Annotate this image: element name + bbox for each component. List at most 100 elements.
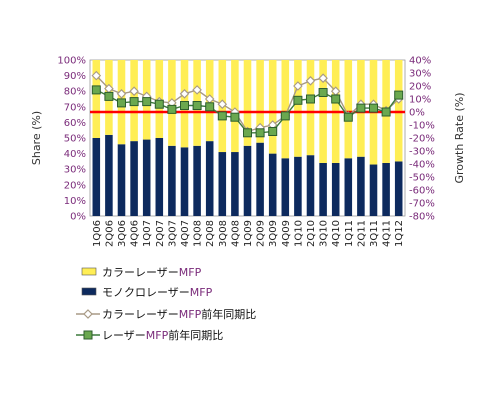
bar-mono-mfp [155, 138, 164, 216]
legend-label-mono-mfp: モノクロレーザーMFP [102, 286, 213, 299]
point-laser-yoy [280, 111, 290, 121]
point-laser-yoy [104, 91, 114, 101]
point-color-yoy [91, 70, 102, 81]
y-left-tick-label: 100% [57, 56, 86, 67]
point-laser-yoy [343, 112, 353, 122]
point-laser-yoy [293, 95, 303, 105]
x-tick-label: 1Q12 [394, 220, 405, 247]
bar-color-mfp [344, 60, 353, 159]
bar-mono-mfp [369, 164, 378, 216]
point-laser-yoy [192, 101, 202, 110]
y-right-tick-label: -40% [409, 160, 435, 171]
x-tick-label: 2Q10 [306, 220, 317, 247]
bar-mono-mfp [294, 156, 302, 216]
point-laser-yoy [356, 103, 366, 113]
bar-mono-mfp [394, 161, 403, 216]
y-left-tick-label: 60% [64, 118, 86, 129]
x-tick-label: 4Q06 [130, 220, 141, 247]
y-left-tick-label: 70% [64, 102, 86, 113]
bar-color-mfp [281, 60, 290, 159]
x-axis: 1Q06 2Q06 3Q06 4Q06 1Q07 2Q07 3Q07 4Q07 1Q08 2Q08… [92, 220, 405, 247]
y-right-tick-label: 30% [409, 69, 431, 80]
bar-color-mfp [294, 60, 302, 157]
bar-mono-mfp [268, 153, 277, 216]
bar-color-mfp [92, 60, 101, 138]
x-tick-label: 2Q09 [256, 220, 267, 247]
point-color-yoy [179, 89, 190, 99]
bar-mono-mfp [205, 141, 214, 216]
y-right-tick-label: -50% [409, 173, 435, 184]
point-laser-yoy [394, 90, 404, 100]
point-laser-yoy [255, 128, 265, 138]
bar-mono-mfp [193, 145, 201, 216]
bar-mono-mfp [357, 156, 365, 216]
bar-mono-mfp [319, 162, 327, 216]
plot-area [89, 59, 406, 217]
bar-color-mfp [268, 60, 277, 154]
point-laser-yoy [230, 112, 240, 122]
legend-item-color-mfp: カラーレーザーMFP [81, 266, 202, 279]
bar-mono-mfp [231, 152, 239, 216]
x-tick-label: 2Q07 [155, 220, 166, 247]
legend-label-color-yoy: カラーレーザーMFP前年同期比 [102, 307, 256, 321]
bar-mono-mfp [306, 155, 315, 216]
point-color-yoy [116, 89, 127, 99]
point-laser-yoy [205, 102, 215, 112]
y-left-tick-label: 80% [64, 87, 86, 98]
point-laser-yoy [318, 88, 328, 97]
point-laser-yoy [217, 111, 227, 121]
bar-mono-mfp [92, 138, 101, 216]
bar-mono-mfp [331, 162, 340, 216]
point-laser-yoy [180, 101, 189, 110]
x-tick-label: 1Q06 [92, 220, 103, 247]
point-laser-yoy [243, 128, 252, 138]
legend-item-mono-mfp: モノクロレーザーMFP [81, 286, 213, 299]
y-axis-left-title: Share (%) [30, 111, 43, 165]
bar-mono-mfp [180, 147, 189, 216]
point-laser-yoy [129, 97, 139, 107]
point-color-yoy [318, 73, 328, 83]
point-laser-yoy [91, 85, 101, 95]
bar-mono-mfp [142, 139, 151, 216]
x-tick-label: 4Q09 [281, 220, 292, 247]
y-left-tick-label: 50% [64, 134, 86, 145]
bar-color-mfp [394, 60, 403, 162]
bar-color-mfp [306, 60, 315, 156]
bar-mono-mfp [218, 152, 227, 216]
point-laser-yoy [142, 97, 152, 107]
point-color-yoy [129, 86, 139, 96]
point-color-yoy [293, 81, 303, 91]
x-tick-label: 4Q11 [382, 220, 393, 247]
bar-color-mfp [256, 60, 264, 143]
bar-mono-mfp [243, 145, 252, 216]
point-color-yoy [192, 85, 202, 95]
legend-swatch-color-mfp [81, 267, 97, 276]
y-right-tick-label: -70% [409, 199, 435, 210]
legend-label-laser-yoy: レーザーMFP前年同期比 [102, 328, 223, 342]
y-right-tick-label: -10% [409, 121, 435, 132]
y-left-tick-label: 10% [64, 196, 86, 207]
legend: カラーレーザーMFP モノクロレーザーMFP カラーレーザーMFP前年同期比 レ… [76, 266, 256, 342]
x-tick-label: 3Q07 [167, 220, 178, 247]
bar-mono-mfp [168, 145, 176, 216]
point-laser-yoy [268, 127, 278, 136]
point-laser-yoy [167, 104, 177, 114]
point-color-yoy [217, 99, 228, 109]
point-laser-yoy [154, 99, 164, 109]
y-axis-right: -80% -70% -60% -50% -40% -30% -20% -10% 0% 10% 20%… [409, 56, 435, 223]
y-right-tick-label: -20% [409, 134, 435, 145]
point-laser-yoy [306, 94, 315, 104]
legend-marker-square-icon [83, 330, 93, 340]
point-color-yoy [305, 76, 316, 86]
x-tick-label: 4Q10 [331, 220, 342, 247]
bar-mono-mfp [281, 158, 290, 216]
y-axis-right-title: Growth Rate (%) [453, 92, 466, 183]
x-tick-label: 4Q08 [230, 220, 241, 247]
bar-color-mfp [231, 60, 239, 153]
x-tick-label: 1Q08 [193, 220, 204, 247]
y-left-tick-label: 90% [64, 71, 86, 82]
legend-item-color-yoy: カラーレーザーMFP前年同期比 [76, 307, 256, 321]
x-tick-label: 3Q06 [117, 220, 128, 247]
x-tick-label: 1Q09 [243, 220, 254, 247]
